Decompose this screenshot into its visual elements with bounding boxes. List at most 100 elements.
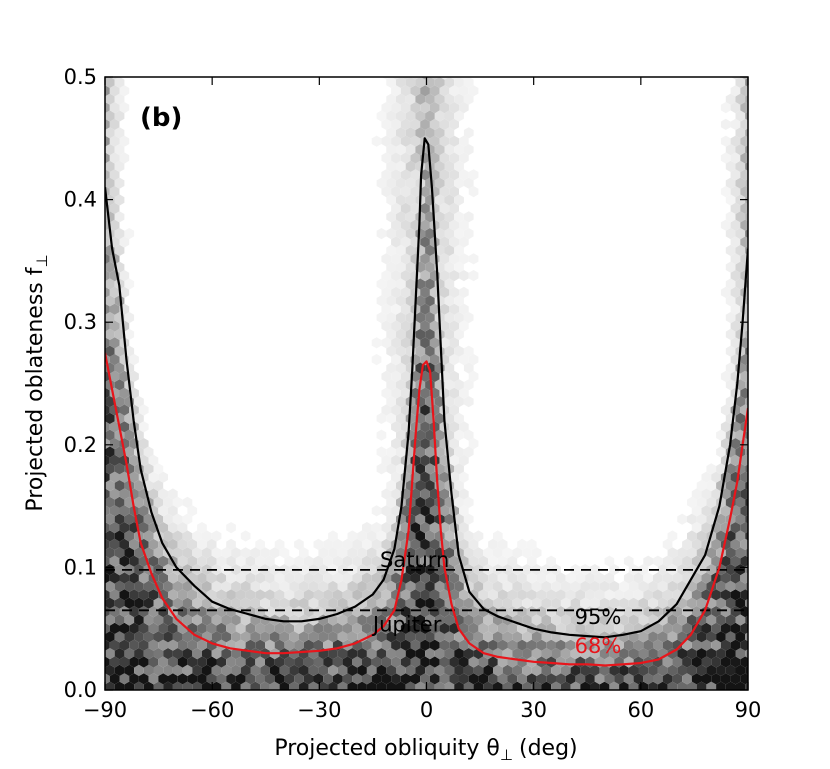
hexbin-cell: [730, 555, 741, 567]
hexbin-cell: [546, 673, 556, 685]
hexbin-cell: [391, 606, 401, 618]
hexbin-cell: [706, 496, 717, 508]
hexbin-cell: [415, 513, 426, 525]
hexbin-cell: [657, 614, 668, 626]
hexbin-cell: [662, 656, 673, 668]
hexbin-cell: [662, 572, 673, 584]
hexbin-cell: [396, 412, 406, 424]
hexbin-cell: [332, 572, 343, 584]
hexbin-cell: [386, 177, 396, 189]
hexbin-cell: [284, 656, 295, 668]
hexbin-cell: [463, 127, 474, 139]
hexbin-cell: [536, 606, 547, 618]
hexbin-cell: [425, 580, 435, 592]
hexbin-cell: [444, 77, 455, 88]
hexbin-cell: [429, 303, 440, 315]
hexbin-cell: [313, 639, 324, 651]
hexbin-cell: [449, 622, 459, 634]
hexbin-cell: [279, 681, 290, 690]
hexbin-cell: [168, 673, 178, 685]
hexbin-cell: [730, 219, 741, 231]
hexbin-cell: [323, 656, 333, 668]
hexbin-cell: [750, 589, 760, 600]
hexbin-cell: [730, 438, 741, 450]
hexbin-cell: [405, 580, 416, 592]
hexbin-cell: [439, 589, 450, 601]
hexbin-cell: [337, 681, 348, 690]
hexbin-cell: [216, 555, 227, 567]
hexbin-cell: [274, 622, 285, 634]
hexbin-cell: [628, 681, 639, 690]
hexbin-cell: [420, 622, 430, 634]
hexbin-cell: [371, 572, 382, 584]
hexbin-cell: [114, 463, 125, 475]
hexbin-cell: [468, 622, 479, 634]
hexbin-cell: [381, 303, 392, 315]
hexbin-cell: [512, 664, 523, 676]
hexbin-cell: [687, 496, 697, 508]
hexbin-cell: [371, 505, 382, 517]
hexbin-cell: [662, 538, 673, 550]
hexbin-cell: [711, 639, 721, 651]
hexbin-cell: [425, 463, 435, 475]
hexbin-cell: [526, 589, 537, 601]
hexbin-cell: [410, 606, 421, 618]
hexbin-cell: [551, 648, 561, 660]
hexbin-cell: [609, 564, 620, 576]
hexbin-cell: [750, 220, 760, 231]
hexbin-cell: [590, 597, 600, 609]
x-axis-label-subscript: ⊥: [500, 746, 513, 764]
hexbin-cell: [449, 404, 459, 416]
hexbin-cell: [153, 463, 164, 475]
hexbin-cell: [444, 177, 455, 189]
hexbin-cell: [711, 471, 721, 483]
hexbin-cell: [434, 429, 445, 441]
hexbin-cell: [405, 295, 416, 307]
hexbin-cell: [439, 152, 450, 164]
hexbin-cell: [182, 513, 193, 525]
hexbin-cell: [536, 589, 547, 601]
hexbin-cell: [696, 614, 707, 626]
hexbin-cell: [279, 597, 290, 609]
hexbin-cell: [507, 572, 518, 584]
hexbin-cell: [711, 488, 721, 500]
hexbin-cell: [449, 370, 459, 382]
hexbin-cell: [119, 606, 130, 618]
hexbin-cell: [459, 673, 469, 685]
hexbin-cell: [454, 597, 464, 609]
hexbin-cell: [439, 219, 450, 231]
hexbin-cell: [415, 312, 426, 324]
hexbin-cell: [560, 664, 571, 676]
hexbin-cell: [605, 690, 615, 701]
hexbin-cell: [284, 572, 295, 584]
hexbin-cell: [163, 631, 173, 643]
hexbin-cell: [725, 631, 736, 643]
hexbin-cell: [488, 572, 498, 584]
hexbin-cell: [114, 144, 125, 156]
hexbin-cell: [420, 656, 430, 668]
hexbin-cell: [439, 85, 450, 97]
hexbin-cell: [735, 513, 746, 525]
hexbin-cell: [134, 547, 144, 559]
hexbin-cell: [599, 681, 610, 690]
hexbin-cell: [526, 572, 537, 584]
hexbin-cell: [667, 664, 678, 676]
hexbin-cell: [352, 673, 362, 685]
hexbin-cell: [594, 639, 605, 651]
hexbin-cell: [720, 152, 731, 164]
hexbin-cell: [396, 93, 406, 105]
hexbin-cell: [124, 278, 135, 290]
hexbin-cell: [730, 85, 741, 97]
hexbin-cell: [182, 530, 193, 542]
hexbin-cell: [381, 320, 392, 332]
hexbin-cell: [168, 656, 178, 668]
hexbin-cell: [299, 664, 309, 676]
hexbin-cell: [420, 169, 430, 181]
hexbin-cell: [391, 639, 401, 651]
hexbin-cell: [371, 522, 382, 534]
hexbin-cell: [124, 547, 135, 559]
hexbin-cell: [531, 547, 542, 559]
hexbin-cell: [303, 673, 314, 685]
hexbin-cell: [672, 673, 683, 685]
hexbin-cell: [425, 631, 435, 643]
